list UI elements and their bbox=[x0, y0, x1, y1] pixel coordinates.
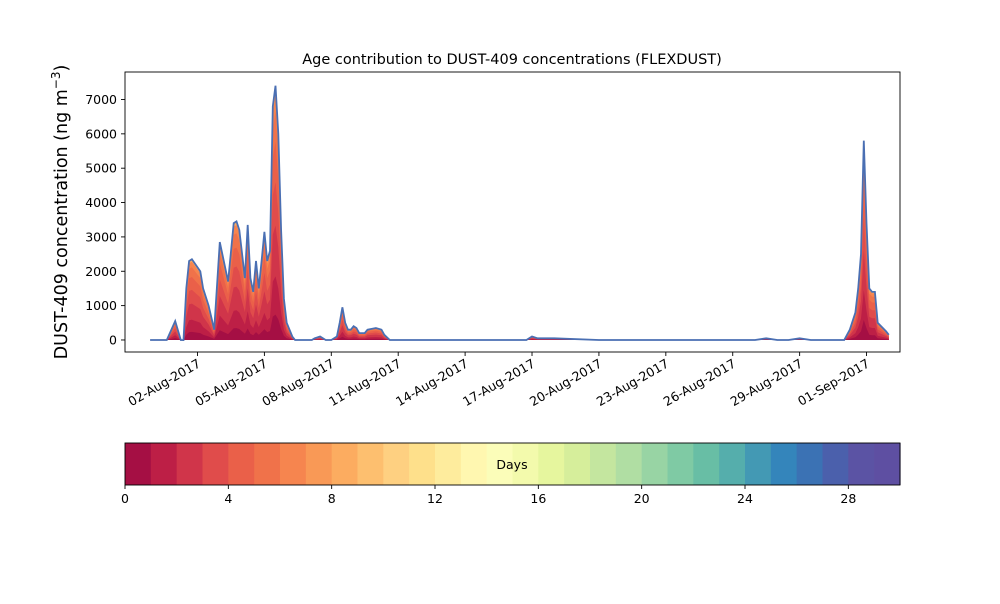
colorbar-swatch bbox=[305, 443, 333, 485]
colorbar-swatch bbox=[383, 443, 410, 485]
x-tick-label: 08-Aug-2017 bbox=[259, 356, 337, 409]
colorbar-swatch bbox=[590, 443, 617, 485]
x-tick-label: 26-Aug-2017 bbox=[661, 356, 739, 409]
x-tick-label: 17-Aug-2017 bbox=[460, 356, 538, 409]
colorbar-swatch bbox=[150, 443, 178, 485]
x-tick-label: 05-Aug-2017 bbox=[192, 356, 270, 409]
colorbar-swatch bbox=[331, 443, 359, 485]
colorbar-swatch bbox=[460, 443, 488, 485]
colorbar-ticks: 0 4 8 12 16 20 24 28 bbox=[121, 485, 856, 506]
colorbar-swatch bbox=[512, 443, 539, 485]
y-tick-label: 6000 bbox=[85, 126, 117, 141]
colorbar-swatch bbox=[280, 443, 307, 485]
colorbar-swatch bbox=[486, 443, 514, 485]
plot-area bbox=[150, 85, 890, 342]
y-tick-label: 0 bbox=[109, 332, 117, 347]
age-layers bbox=[150, 85, 889, 341]
x-tick-label: 20-Aug-2017 bbox=[527, 356, 605, 409]
colorbar-tick-label: 0 bbox=[121, 491, 129, 506]
colorbar-swatch bbox=[202, 443, 229, 485]
colorbar-swatch bbox=[125, 443, 152, 485]
colorbar-tick-label: 20 bbox=[634, 491, 650, 506]
colorbar-swatch bbox=[822, 443, 849, 485]
colorbar-swatch bbox=[796, 443, 824, 485]
colorbar-swatch bbox=[176, 443, 204, 485]
y-tick-label: 2000 bbox=[85, 264, 117, 279]
x-tick-label: 29-Aug-2017 bbox=[728, 356, 806, 409]
colorbar-swatch bbox=[228, 443, 255, 485]
y-tick-label: 5000 bbox=[85, 161, 117, 176]
y-axis-label: DUST-409 concentration (ng m−3) bbox=[49, 65, 72, 360]
colorbar-swatch bbox=[409, 443, 436, 485]
colorbar-swatch bbox=[357, 443, 384, 485]
chart-title: Age contribution to DUST-409 concentrati… bbox=[302, 52, 722, 68]
x-tick-label: 01-Sep-2017 bbox=[795, 356, 872, 409]
age-colorbar bbox=[125, 443, 901, 485]
x-axis-ticks: 02-Aug-201705-Aug-201708-Aug-201711-Aug-… bbox=[125, 352, 872, 409]
colorbar-swatch bbox=[719, 443, 746, 485]
colorbar-swatch bbox=[254, 443, 281, 485]
y-tick-label: 3000 bbox=[85, 229, 117, 244]
colorbar-tick-label: 4 bbox=[224, 491, 232, 506]
colorbar-frame bbox=[124, 442, 901, 486]
axes-frame bbox=[124, 71, 901, 353]
colorbar-swatch bbox=[770, 443, 798, 485]
colorbar-swatch bbox=[538, 443, 565, 485]
y-axis-ticks: 0 1000 2000 3000 4000 5000 6000 7000 bbox=[85, 92, 125, 347]
colorbar-swatch bbox=[641, 443, 669, 485]
colorbar-swatch bbox=[693, 443, 720, 485]
colorbar-swatch bbox=[435, 443, 462, 485]
x-tick-label: 11-Aug-2017 bbox=[326, 356, 404, 409]
x-tick-label: 02-Aug-2017 bbox=[125, 356, 203, 409]
y-axis-label-close: ) bbox=[52, 65, 72, 72]
colorbar-swatch bbox=[874, 443, 901, 485]
y-axis-label-superscript: −3 bbox=[49, 71, 63, 89]
colorbar-swatch bbox=[667, 443, 694, 485]
colorbar-tick-label: 28 bbox=[840, 491, 856, 506]
y-tick-label: 7000 bbox=[85, 92, 117, 107]
colorbar-swatch bbox=[564, 443, 591, 485]
colorbar-tick-label: 24 bbox=[737, 491, 753, 506]
x-tick-label: 14-Aug-2017 bbox=[393, 356, 471, 409]
colorbar-tick-label: 12 bbox=[427, 491, 443, 506]
y-tick-label: 1000 bbox=[85, 298, 117, 313]
x-tick-label: 23-Aug-2017 bbox=[594, 356, 672, 409]
age-layer-area bbox=[150, 314, 889, 340]
colorbar-tick-label: 16 bbox=[530, 491, 546, 506]
colorbar-swatch bbox=[745, 443, 772, 485]
colorbar-tick-label: 8 bbox=[328, 491, 336, 506]
y-tick-label: 4000 bbox=[85, 195, 117, 210]
colorbar-label: Days bbox=[496, 457, 527, 472]
colorbar-swatch bbox=[848, 443, 875, 485]
y-axis-label-text: DUST-409 concentration (ng m bbox=[52, 89, 72, 359]
colorbar-swatch bbox=[615, 443, 643, 485]
total-concentration-line bbox=[150, 85, 890, 342]
